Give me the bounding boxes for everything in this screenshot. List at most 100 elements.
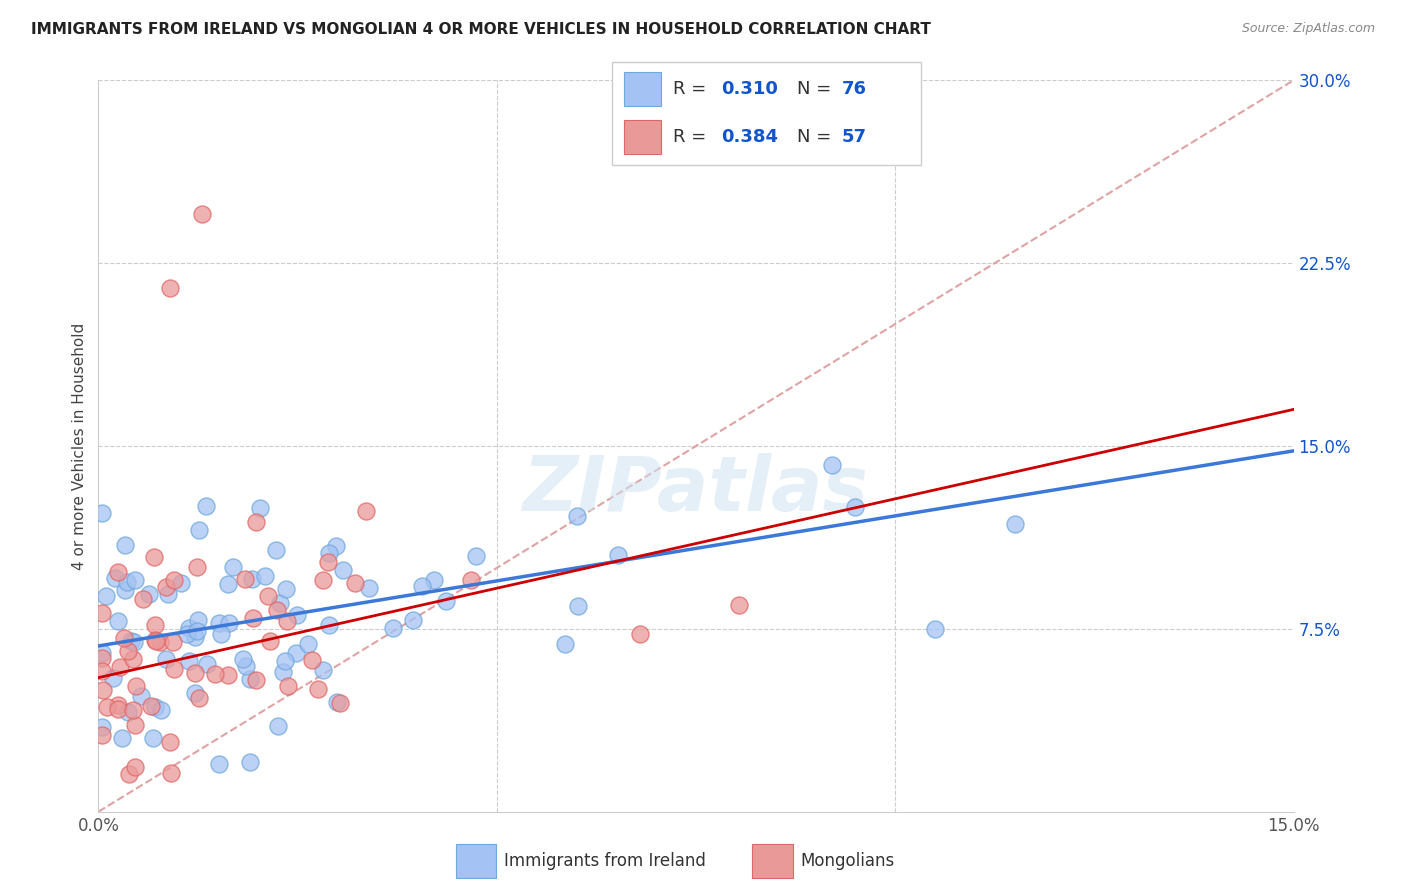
Point <box>122 635 145 649</box>
Point <box>423 573 446 587</box>
Point <box>177 621 200 635</box>
Point <box>91 650 114 665</box>
Point <box>107 702 129 716</box>
Point <box>124 718 146 732</box>
Point <box>332 563 354 577</box>
Point <box>114 582 136 597</box>
Point <box>266 603 288 617</box>
Point <box>325 696 347 710</box>
Text: Immigrants from Ireland: Immigrants from Ireland <box>503 852 706 871</box>
Point <box>222 560 245 574</box>
Point <box>124 759 146 773</box>
Point <box>184 685 207 699</box>
Point <box>402 613 425 627</box>
Point <box>239 755 262 769</box>
Point <box>301 653 323 667</box>
Point <box>91 728 114 742</box>
Text: N =: N = <box>797 79 837 97</box>
Point <box>91 719 114 733</box>
Point <box>329 696 352 710</box>
Point <box>94 589 117 603</box>
Point <box>195 657 218 672</box>
Point <box>554 637 576 651</box>
Point <box>316 555 339 569</box>
Point <box>112 631 135 645</box>
Point <box>821 458 844 472</box>
Point <box>257 589 280 603</box>
Point <box>382 622 405 636</box>
Point <box>111 731 134 745</box>
Point <box>312 573 335 587</box>
Point <box>101 671 124 685</box>
Point <box>209 627 232 641</box>
Point <box>138 586 160 600</box>
Text: 0.310: 0.310 <box>721 79 779 97</box>
Point <box>93 683 115 698</box>
Point <box>606 548 628 562</box>
Point <box>142 549 165 564</box>
Point <box>274 654 297 668</box>
Point <box>159 735 181 749</box>
Point <box>156 587 179 601</box>
Point <box>91 664 114 678</box>
Point <box>176 626 198 640</box>
FancyBboxPatch shape <box>624 71 661 105</box>
Point <box>155 652 177 666</box>
Point <box>285 607 308 622</box>
Point <box>121 703 143 717</box>
Point <box>131 689 153 703</box>
Point <box>107 698 129 713</box>
Point <box>318 546 340 560</box>
Point <box>204 667 226 681</box>
Text: Mongolians: Mongolians <box>801 852 896 871</box>
Point <box>312 663 335 677</box>
FancyBboxPatch shape <box>612 62 921 165</box>
Point <box>239 673 262 687</box>
Point <box>235 659 257 673</box>
Point <box>297 637 319 651</box>
Point <box>143 632 166 647</box>
Point <box>277 679 299 693</box>
Point <box>217 577 239 591</box>
Point <box>188 523 211 537</box>
Point <box>567 508 589 523</box>
Point <box>1004 516 1026 531</box>
Point <box>242 611 264 625</box>
Point <box>149 703 172 717</box>
Point <box>184 630 207 644</box>
Point <box>162 635 184 649</box>
Point <box>184 665 207 680</box>
Point <box>117 705 139 719</box>
FancyBboxPatch shape <box>752 845 793 878</box>
Point <box>434 594 457 608</box>
Point <box>924 622 946 636</box>
Text: Source: ZipAtlas.com: Source: ZipAtlas.com <box>1241 22 1375 36</box>
Point <box>284 647 307 661</box>
Point <box>91 607 114 621</box>
Point <box>163 662 186 676</box>
Point <box>143 700 166 714</box>
Point <box>325 539 347 553</box>
Point <box>145 634 167 648</box>
Point <box>274 582 297 596</box>
Point <box>103 571 125 585</box>
Point <box>120 634 142 648</box>
Point <box>107 614 129 628</box>
Point <box>359 582 381 596</box>
Point <box>269 596 291 610</box>
Point <box>143 618 166 632</box>
Point <box>628 627 651 641</box>
Point <box>259 634 281 648</box>
Point <box>117 644 139 658</box>
Point <box>245 673 267 687</box>
Point <box>155 580 177 594</box>
Point <box>115 574 138 589</box>
Text: 0.384: 0.384 <box>721 128 779 145</box>
Point <box>567 599 589 613</box>
Text: 76: 76 <box>842 79 868 97</box>
Point <box>187 614 209 628</box>
Point <box>91 646 114 660</box>
Point <box>191 207 214 221</box>
Point <box>170 575 193 590</box>
Point <box>460 574 482 588</box>
